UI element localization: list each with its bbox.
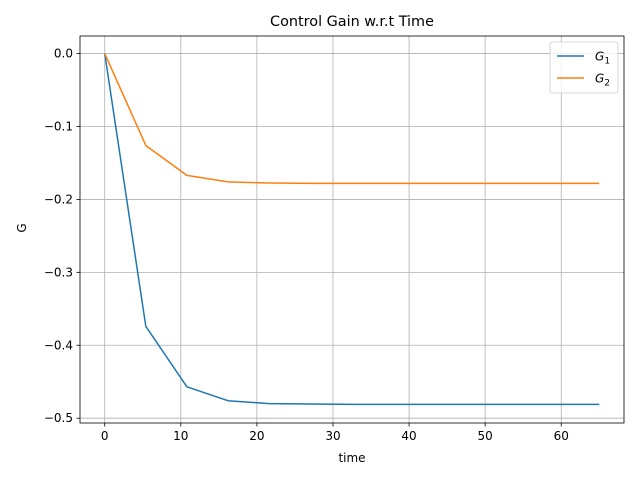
y-tick-label: −0.1 — [44, 119, 73, 133]
x-tick-label: 60 — [554, 429, 569, 443]
y-tick-label: −0.2 — [44, 192, 73, 206]
x-tick-label: 30 — [325, 429, 340, 443]
y-tick-label: 0.0 — [54, 47, 73, 61]
series-line-g2 — [104, 53, 600, 185]
legend-box — [549, 41, 619, 94]
series-lines — [103, 53, 600, 406]
legend-label-subscript: 2 — [604, 79, 610, 89]
series-line-g1 — [103, 53, 600, 406]
grid — [80, 36, 624, 423]
chart-title: Control Gain w.r.t Time — [270, 14, 434, 30]
y-tick-label: −0.4 — [44, 338, 73, 352]
legend-label: G1 — [595, 50, 610, 67]
x-tick-label: 40 — [401, 429, 416, 443]
x-axis-label: time — [338, 451, 365, 465]
x-tick-label: 10 — [173, 429, 188, 443]
legend-label-base: G — [595, 50, 604, 64]
y-tick-label: −0.3 — [44, 265, 73, 279]
axes-frame — [79, 35, 625, 424]
y-tick-label: −0.5 — [44, 411, 73, 425]
x-tick-label: 50 — [478, 429, 493, 443]
legend-label-base: G — [595, 72, 604, 86]
x-tick-label: 0 — [101, 429, 109, 443]
ticks: 0 10 20 30 40 50 60 0.0 −0.1 −0.2 −0.3 −0.4 −0.5 — [44, 47, 569, 443]
x-tick-label: 20 — [249, 429, 264, 443]
y-axis-label: G — [15, 223, 29, 232]
legend-label: G2 — [595, 72, 610, 89]
legend-label-subscript: 1 — [604, 57, 610, 67]
